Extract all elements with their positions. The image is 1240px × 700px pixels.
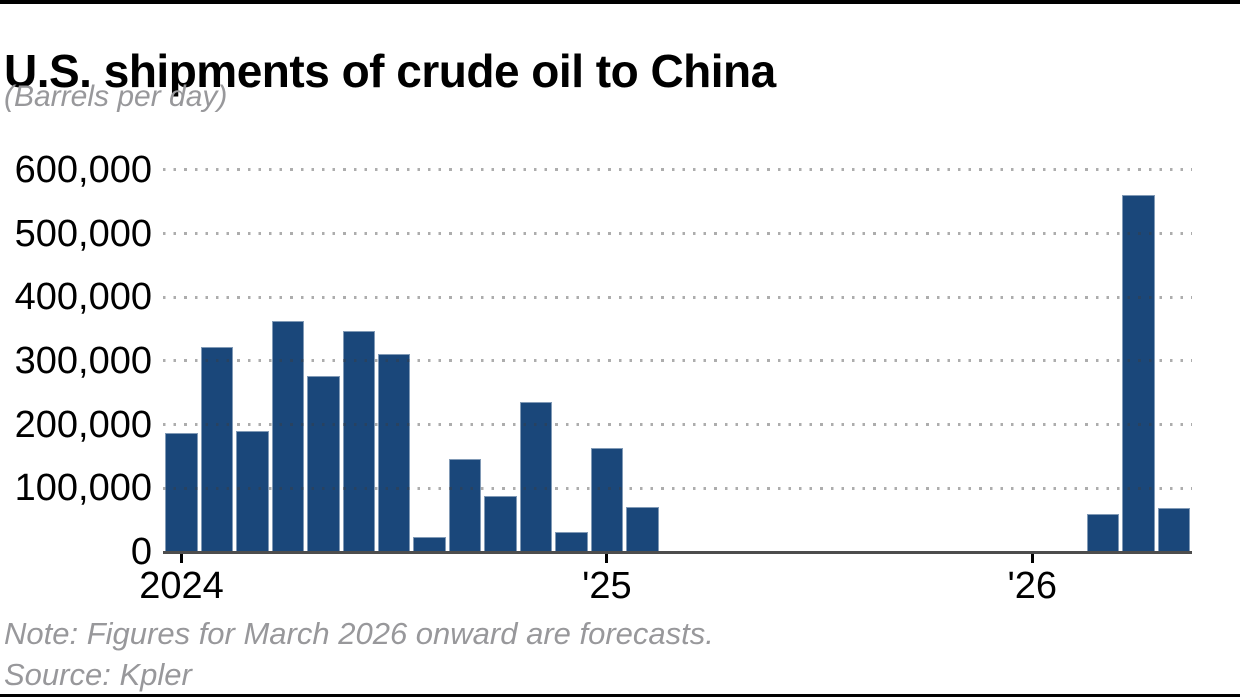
bar	[165, 432, 198, 552]
x-axis-tick-label: 2024	[139, 565, 224, 607]
bar	[1122, 194, 1155, 552]
bar	[236, 431, 269, 552]
x-axis-tick	[180, 554, 183, 563]
gridline	[163, 168, 1192, 172]
bar	[555, 532, 588, 552]
y-axis-tick-label: 300,000	[14, 339, 152, 382]
bar	[448, 459, 482, 552]
bar	[377, 353, 411, 552]
y-axis-tick-label: 600,000	[14, 148, 152, 191]
y-axis-tick-label: 200,000	[14, 403, 152, 446]
gridline	[163, 486, 1192, 490]
top-rule	[0, 0, 1240, 4]
bar	[484, 495, 517, 552]
bar	[590, 448, 624, 552]
x-axis-tick	[1030, 554, 1034, 563]
chart-note: Note: Figures for March 2026 onward are …	[4, 616, 714, 651]
chart-source: Source: Kpler	[4, 657, 192, 692]
y-axis-tick-label: 500,000	[14, 212, 152, 255]
bar	[307, 375, 340, 552]
x-axis-tick-label: '25	[582, 565, 632, 607]
gridline	[163, 232, 1192, 236]
gridline	[163, 295, 1192, 299]
bar	[413, 536, 446, 552]
y-axis-tick-label: 400,000	[14, 276, 152, 319]
y-axis-tick-label: 100,000	[14, 467, 152, 510]
bar	[1086, 514, 1120, 552]
bar	[200, 346, 234, 552]
bar	[626, 506, 659, 552]
bar	[342, 331, 375, 552]
chart-subtitle: (Barrels per day)	[4, 80, 228, 113]
x-axis-line	[163, 551, 1192, 554]
chart-title: U.S. shipments of crude oil to China	[4, 44, 776, 97]
bar	[271, 320, 305, 552]
y-axis-tick-label: 0	[130, 531, 152, 573]
gridline	[163, 359, 1192, 363]
gridline	[163, 423, 1192, 427]
bottom-rule	[0, 694, 1240, 697]
x-axis-tick	[605, 554, 609, 563]
bar	[1157, 508, 1191, 552]
x-axis-tick-label: '26	[1007, 565, 1058, 607]
